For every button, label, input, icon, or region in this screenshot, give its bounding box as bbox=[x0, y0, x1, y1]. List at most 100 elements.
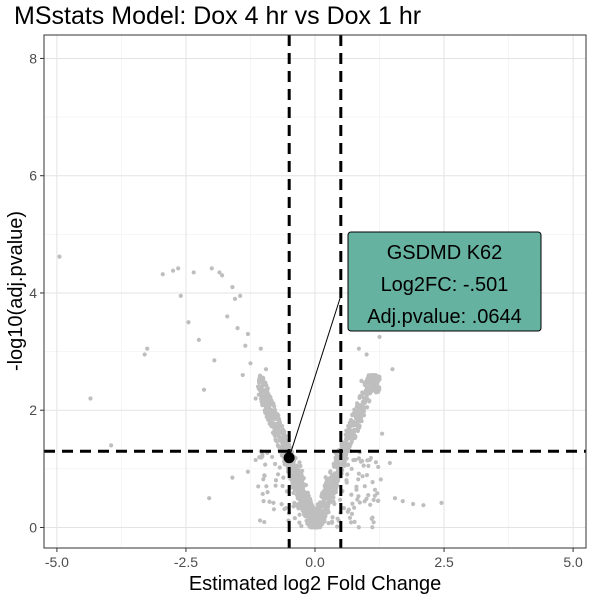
data-point bbox=[364, 473, 370, 478]
data-point bbox=[277, 429, 282, 435]
data-point bbox=[312, 512, 317, 518]
data-point bbox=[348, 520, 354, 525]
data-point bbox=[349, 433, 354, 438]
data-point bbox=[217, 270, 222, 275]
data-point bbox=[260, 454, 265, 459]
data-point bbox=[347, 515, 353, 520]
data-point bbox=[280, 441, 285, 446]
data-point bbox=[330, 515, 335, 520]
data-point bbox=[360, 390, 365, 395]
data-point bbox=[273, 437, 278, 442]
data-point bbox=[300, 485, 305, 490]
data-point bbox=[296, 488, 301, 493]
data-point bbox=[352, 427, 357, 432]
data-point bbox=[264, 484, 269, 489]
data-point bbox=[366, 463, 371, 468]
data-point bbox=[286, 462, 291, 468]
y-tick-label: 8 bbox=[29, 50, 37, 66]
data-point bbox=[276, 444, 281, 449]
data-point bbox=[297, 496, 302, 501]
data-point bbox=[346, 446, 351, 451]
chart-title: MSstats Model: Dox 4 hr vs Dox 1 hr bbox=[14, 2, 422, 30]
data-point bbox=[356, 471, 361, 476]
data-point bbox=[323, 507, 329, 512]
data-point bbox=[201, 387, 207, 392]
data-point bbox=[337, 497, 343, 502]
data-point bbox=[262, 519, 267, 525]
data-point bbox=[376, 374, 381, 379]
x-tick-label: 0.0 bbox=[305, 554, 325, 570]
data-point bbox=[273, 478, 279, 483]
data-point bbox=[357, 425, 362, 430]
data-point bbox=[377, 387, 382, 392]
data-point bbox=[238, 293, 243, 298]
data-point bbox=[363, 399, 368, 405]
data-point bbox=[269, 407, 274, 413]
data-point bbox=[358, 414, 364, 419]
data-point bbox=[346, 423, 351, 429]
data-point bbox=[298, 463, 303, 469]
data-point bbox=[245, 469, 250, 474]
y-tick-label: 4 bbox=[29, 285, 37, 301]
data-point bbox=[240, 372, 245, 378]
data-point bbox=[57, 254, 62, 259]
data-point bbox=[376, 464, 381, 470]
data-point bbox=[145, 346, 150, 351]
data-point bbox=[357, 500, 362, 505]
data-point bbox=[271, 507, 277, 512]
data-point bbox=[317, 523, 322, 528]
data-point bbox=[324, 488, 329, 494]
data-point bbox=[348, 417, 354, 423]
x-tick-label: -5.0 bbox=[45, 554, 69, 570]
data-point bbox=[176, 266, 181, 271]
data-point bbox=[310, 509, 315, 514]
data-point bbox=[178, 293, 183, 298]
data-point bbox=[368, 455, 374, 461]
data-point bbox=[344, 450, 349, 455]
data-point bbox=[267, 499, 272, 504]
data-point bbox=[256, 484, 261, 489]
data-point bbox=[353, 434, 358, 439]
data-point bbox=[327, 477, 332, 482]
data-point bbox=[270, 454, 275, 460]
data-point bbox=[109, 443, 114, 448]
data-point bbox=[362, 381, 367, 386]
data-point bbox=[186, 320, 191, 325]
data-point bbox=[333, 457, 338, 462]
data-point bbox=[356, 494, 361, 499]
data-point bbox=[334, 524, 340, 529]
data-point bbox=[331, 490, 337, 495]
data-point bbox=[283, 433, 288, 439]
data-point bbox=[334, 477, 339, 482]
data-point bbox=[292, 516, 297, 521]
data-point bbox=[191, 270, 196, 275]
data-point bbox=[372, 387, 377, 392]
data-point bbox=[282, 462, 288, 467]
data-point bbox=[269, 416, 274, 422]
data-point bbox=[294, 482, 299, 487]
data-point bbox=[142, 352, 147, 357]
data-point bbox=[248, 361, 253, 366]
data-point bbox=[253, 457, 258, 463]
data-point bbox=[304, 490, 309, 496]
data-point bbox=[344, 456, 349, 461]
data-point bbox=[257, 377, 262, 382]
data-point bbox=[345, 462, 351, 467]
data-point bbox=[371, 497, 376, 502]
data-point bbox=[351, 458, 356, 463]
data-point bbox=[263, 367, 269, 372]
data-point bbox=[350, 412, 355, 417]
data-point bbox=[345, 509, 350, 514]
data-point bbox=[344, 428, 349, 433]
data-point bbox=[219, 273, 225, 278]
data-point bbox=[352, 519, 357, 525]
data-point bbox=[328, 493, 333, 499]
data-point bbox=[269, 424, 274, 429]
data-point bbox=[257, 518, 263, 523]
data-point bbox=[212, 358, 217, 363]
data-point bbox=[340, 461, 345, 466]
y-tick-label: 6 bbox=[29, 168, 37, 184]
y-axis-title: -log10(adj.pvalue) bbox=[5, 211, 27, 371]
data-point bbox=[297, 512, 302, 517]
